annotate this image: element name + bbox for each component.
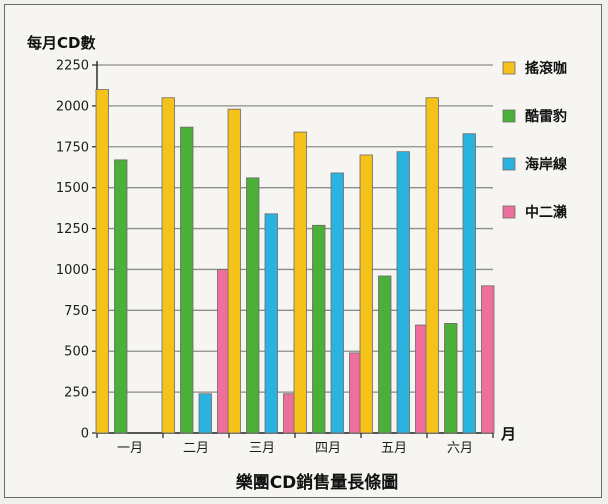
- bar: [462, 133, 476, 434]
- bar: [312, 224, 326, 434]
- x-tick-label: 三月: [249, 441, 275, 456]
- chart-title: 樂團CD銷售量長條圖: [236, 472, 399, 493]
- legend-label: 海岸線: [525, 156, 567, 173]
- legend-label: 中二瀨: [525, 204, 567, 221]
- x-tick-label: 四月: [315, 441, 341, 456]
- y-tick-label: 1750: [56, 140, 89, 155]
- bar: [330, 172, 344, 434]
- bar: [359, 154, 373, 434]
- bar: [114, 159, 128, 434]
- bar-chart: 0 250 500 750 1000 1250 1500 1750 2000 2250 一月 二月 三月…: [27, 34, 567, 493]
- x-tick-label: 一月: [117, 441, 143, 456]
- x-axis-title: 月: [500, 425, 516, 443]
- legend-swatch: [502, 205, 516, 219]
- legend-swatch: [502, 61, 516, 75]
- y-tick-label: 250: [64, 386, 89, 401]
- legend-swatch: [502, 157, 516, 171]
- y-tick-label: 750: [64, 304, 89, 319]
- bar: [396, 151, 410, 434]
- y-axis-title: 每月CD數: [27, 34, 95, 52]
- y-tick-label: 0: [81, 427, 89, 442]
- y-tick-label: 2250: [56, 59, 89, 74]
- y-tick-label: 2000: [56, 99, 89, 114]
- y-tick-label: 1500: [56, 181, 89, 196]
- legend-label: 搖滾咖: [525, 60, 567, 77]
- y-tick-label: 1250: [56, 222, 89, 237]
- bar: [95, 89, 109, 434]
- x-tick-label: 五月: [381, 441, 407, 456]
- y-tick-label: 1000: [56, 263, 89, 278]
- bar: [180, 126, 194, 434]
- y-tick-label: 500: [64, 345, 89, 360]
- x-tick-label: 二月: [183, 441, 209, 456]
- bar: [444, 323, 458, 434]
- bar: [198, 393, 212, 434]
- legend-swatch: [502, 109, 516, 123]
- bar: [264, 213, 278, 434]
- bar: [227, 108, 241, 434]
- chart-frame: 0 250 500 750 1000 1250 1500 1750 2000 2250 一月 二月 三月…: [4, 4, 602, 498]
- bar: [425, 97, 439, 434]
- x-tick-label: 六月: [447, 441, 473, 456]
- bar: [378, 275, 392, 434]
- bar: [481, 285, 495, 434]
- bar: [161, 97, 175, 434]
- bar: [246, 177, 260, 434]
- legend-label: 酷雷豹: [525, 108, 567, 125]
- bar: [293, 131, 307, 434]
